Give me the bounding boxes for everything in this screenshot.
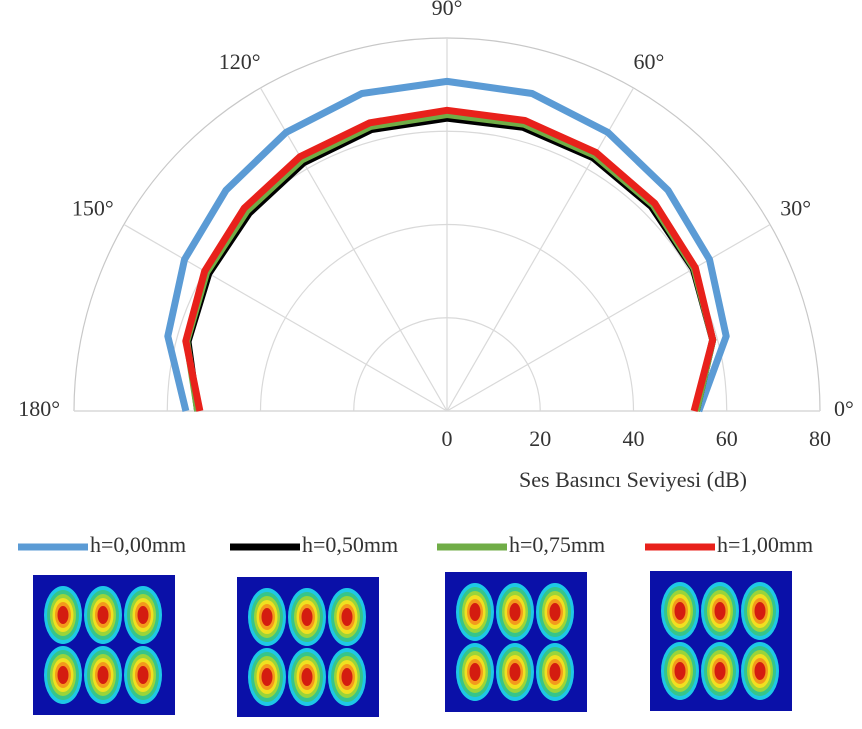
heatmaps bbox=[33, 571, 792, 717]
series-line bbox=[182, 106, 717, 412]
theta-tick-label: 120° bbox=[219, 49, 261, 74]
theta-tick-label: 150° bbox=[72, 196, 114, 221]
grid-spoke bbox=[259, 87, 448, 412]
heatmap bbox=[237, 577, 379, 717]
theta-tick-label: 60° bbox=[634, 49, 665, 74]
grid-spoke bbox=[446, 87, 635, 412]
heatmap bbox=[33, 575, 175, 715]
heatmap bbox=[445, 572, 587, 712]
theta-tick-label: 90° bbox=[432, 0, 463, 20]
heatmap bbox=[650, 571, 792, 711]
r-tick-label: 20 bbox=[529, 426, 551, 451]
r-tick-label: 0 bbox=[442, 426, 453, 451]
r-tick-label: 80 bbox=[809, 426, 831, 451]
plot: 0 20 40 60 800° 30° 60° 90° 120° 150° 180° bbox=[18, 0, 854, 451]
theta-tick-label: 0° bbox=[834, 396, 854, 421]
legend-label: h=0,00mm bbox=[90, 532, 186, 557]
theta-tick-label: 30° bbox=[780, 196, 811, 221]
series-line bbox=[164, 77, 730, 413]
grid-spoke bbox=[446, 223, 771, 412]
grid-spoke bbox=[123, 223, 448, 412]
legend-label: h=0,75mm bbox=[509, 532, 605, 557]
legend-label: h=0,50mm bbox=[302, 532, 398, 557]
r-tick-label: 40 bbox=[623, 426, 645, 451]
r-tick-label: 60 bbox=[716, 426, 738, 451]
theta-tick-label: 180° bbox=[18, 396, 60, 421]
legend-label: h=1,00mm bbox=[717, 532, 813, 557]
r-axis-label: Ses Basıncı Seviyesi (dB) bbox=[519, 467, 747, 492]
legend: h=0,00mm h=0,50mm h=0,75mm h=1,00mm bbox=[18, 532, 813, 557]
